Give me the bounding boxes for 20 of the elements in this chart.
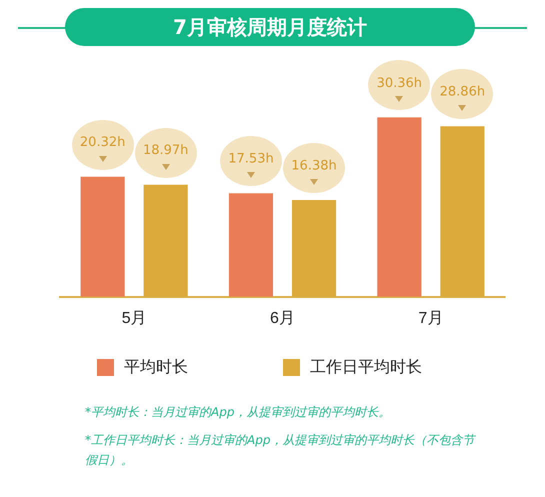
bar: [80, 176, 125, 297]
x-tick-label: 6月: [270, 310, 295, 327]
legend-label: 工作日平均时长: [310, 357, 422, 378]
bar: [292, 200, 336, 297]
data-label: 17.53h: [228, 152, 274, 167]
legend-label: 平均时长: [124, 357, 188, 378]
text: *平均时长：当月过审的App，从提审到过审的平均时长。: [85, 404, 392, 421]
chart-title: 7月审核周期月度统计: [65, 8, 475, 46]
x-tick-label: 7月: [418, 310, 444, 327]
bar: [228, 193, 274, 297]
bar: [377, 117, 422, 297]
text: *工作日平均时长：当月过审的App，从提审到过审的平均时长（不包含节假日）。: [85, 432, 477, 469]
bar: [144, 184, 188, 297]
data-label: 28.86h: [440, 84, 486, 100]
data-label: 30.36h: [376, 76, 422, 91]
bar: [440, 126, 484, 297]
x-tick-label: 5月: [122, 310, 147, 327]
data-label: 18.97h: [142, 143, 188, 158]
data-label: 20.32h: [80, 135, 126, 150]
data-label: 16.38h: [291, 158, 337, 174]
